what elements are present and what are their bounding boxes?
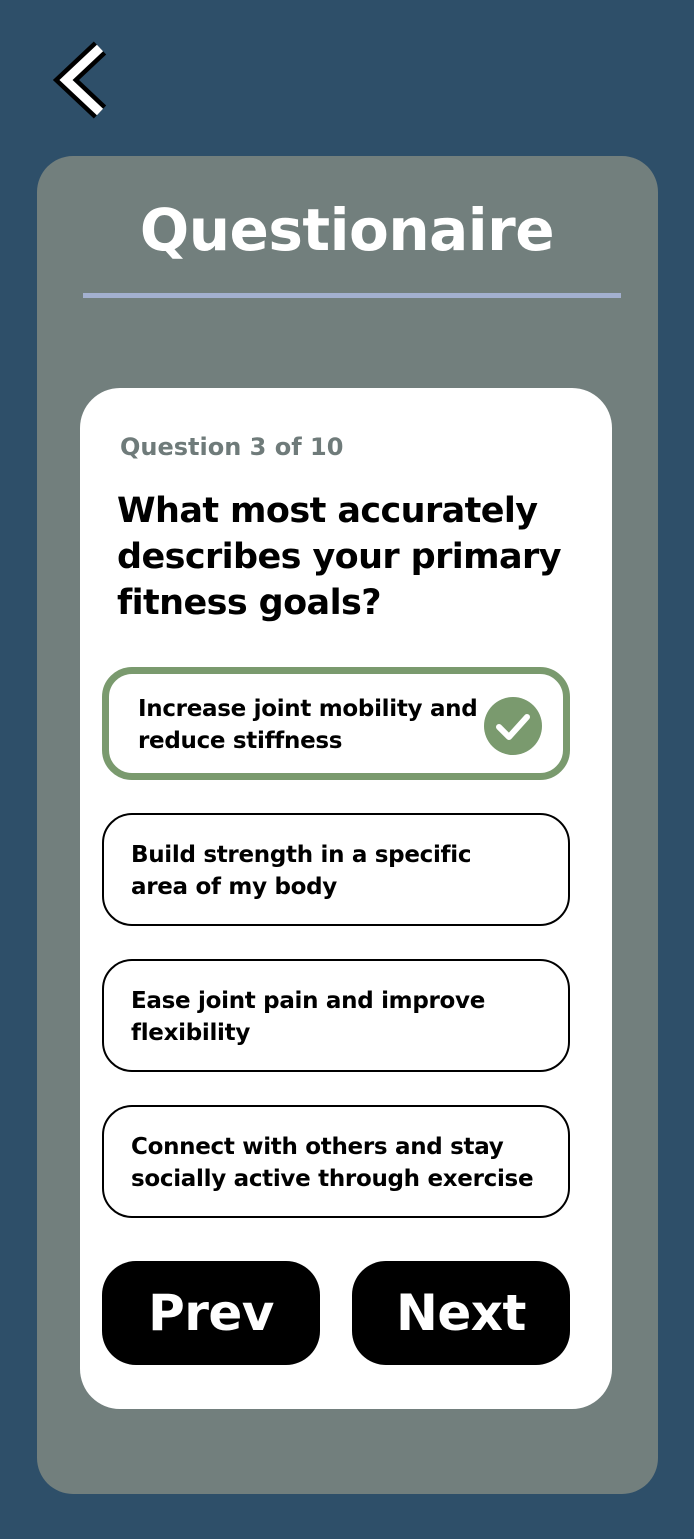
answer-option-label: Connect with others and stay socially ac… [131,1134,534,1192]
answer-option-label: Build strength in a specific area of my … [131,842,472,900]
prev-button[interactable]: Prev [102,1261,320,1365]
back-button[interactable] [52,40,118,120]
answer-option-2[interactable]: Build strength in a specific area of my … [102,813,570,926]
answer-option-label: Increase joint mobility and reduce stiff… [138,696,478,754]
check-circle-icon [483,696,543,756]
question-progress: Question 3 of 10 [120,433,344,461]
answer-option-1[interactable]: Increase joint mobility and reduce stiff… [102,667,570,780]
answer-option-label: Ease joint pain and improve flexibility [131,988,486,1046]
question-text: What most accurately describes your prim… [117,491,562,623]
chevron-left-icon [52,41,107,119]
page-title: Questionaire [139,196,555,264]
next-button[interactable]: Next [352,1261,570,1365]
title-divider [83,293,621,298]
answer-option-4[interactable]: Connect with others and stay socially ac… [102,1105,570,1218]
answer-option-3[interactable]: Ease joint pain and improve flexibility [102,959,570,1072]
